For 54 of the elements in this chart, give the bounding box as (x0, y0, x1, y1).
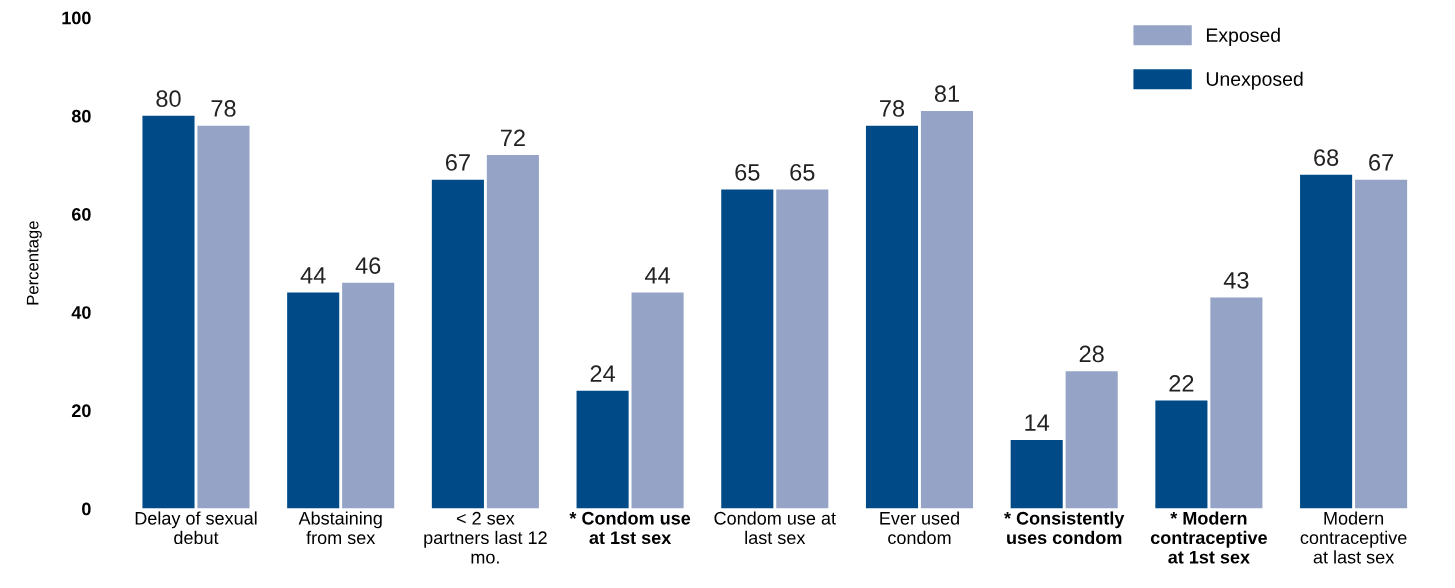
x-tick-label: * Condom use at 1st sex (569, 511, 691, 545)
x-tick-label: * Consistently uses condom (1004, 511, 1125, 545)
data-label: 65 (735, 163, 760, 181)
data-label: 14 (1025, 414, 1050, 431)
data-label: 24 (590, 365, 616, 382)
y-tick-label: 100 (62, 11, 91, 25)
legend-label: Unexposed (1206, 71, 1303, 90)
bar (1155, 400, 1208, 509)
y-tick-label: 0 (82, 502, 91, 516)
data-label: 80 (156, 90, 181, 107)
bar (920, 110, 974, 509)
x-tick-label: Delay of sexual debut (135, 511, 257, 545)
bar (1010, 439, 1063, 509)
data-label: 68 (1314, 149, 1339, 166)
bar (342, 282, 395, 509)
data-label: 43 (1223, 271, 1249, 289)
bar (721, 189, 774, 509)
bar (631, 292, 684, 509)
x-tick-label: * Modern contraceptive at 1st sex (1150, 511, 1267, 564)
data-label: 67 (445, 154, 470, 171)
data-label: 44 (300, 267, 326, 284)
x-tick-label: Condom use at last sex (714, 511, 836, 545)
bar (431, 179, 484, 509)
data-label: 65 (790, 163, 815, 181)
y-axis-title: Percentage (26, 221, 42, 305)
data-label: 22 (1169, 375, 1194, 392)
y-tick-label: 40 (71, 306, 91, 319)
bar (865, 125, 919, 509)
data-label: 44 (644, 267, 671, 284)
data-label: 78 (880, 100, 905, 117)
x-tick-label: Modern contraceptive at last sex (1300, 511, 1407, 564)
data-label: 81 (934, 85, 959, 103)
y-tick-label: 60 (71, 207, 91, 221)
data-label: 46 (355, 257, 381, 274)
bar (1355, 179, 1408, 509)
bar (486, 155, 539, 509)
bar (287, 292, 340, 509)
data-label: 72 (500, 129, 525, 147)
x-tick-label: Ever used condom (880, 511, 959, 545)
x-tick-label: < 2 sex partners last 12 mo. (424, 511, 547, 564)
bar (1300, 174, 1353, 509)
y-tick-label: 20 (71, 404, 91, 418)
bar (1210, 297, 1263, 509)
legend-label: Exposed (1206, 27, 1280, 46)
bar (1065, 371, 1118, 509)
data-label: 28 (1079, 345, 1104, 363)
data-label: 67 (1369, 154, 1394, 171)
bar (776, 189, 829, 509)
x-tick-label: Abstaining from sex (298, 511, 382, 545)
bar (142, 115, 195, 509)
data-label: 78 (211, 100, 236, 117)
y-tick-label: 80 (71, 109, 91, 123)
bar (197, 125, 250, 509)
bar (576, 390, 629, 509)
